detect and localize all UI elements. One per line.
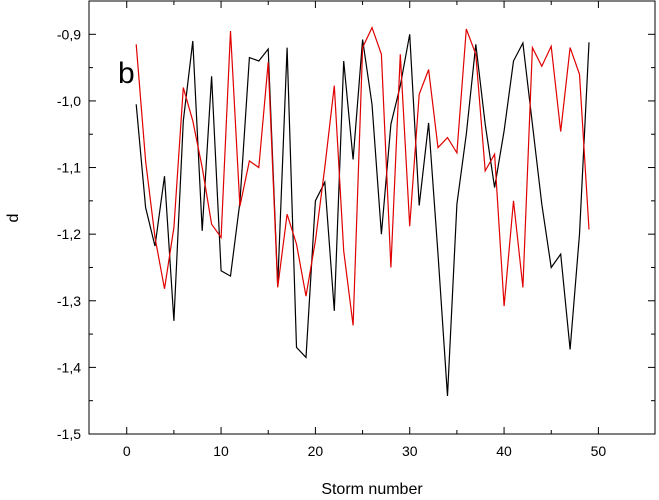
x-tick-label: 10 — [213, 443, 229, 459]
axis-ticks — [89, 0, 655, 435]
y-tick-label: -1,1 — [57, 160, 81, 176]
y-tick-label: -1,2 — [57, 226, 81, 242]
x-tick-label: 40 — [496, 443, 512, 459]
axis-tick-labels: 0 10 20 30 40 50 -1,5 -1,4 -1,3 -1,2 -1,1 -1,0 -0,9 — [57, 26, 607, 459]
y-axis-title: d — [5, 214, 22, 223]
plot-frame — [88, 0, 656, 435]
panel-label: b — [118, 57, 135, 90]
y-tick-label: -1,3 — [57, 293, 81, 309]
x-axis-title: Storm number — [321, 481, 423, 498]
x-tick-label: 20 — [308, 443, 324, 459]
red-series-line — [135, 26, 590, 326]
y-tick-label: -1,5 — [57, 426, 81, 442]
x-tick-label: 50 — [591, 443, 607, 459]
black-series-line — [135, 34, 590, 397]
y-tick-label: -1,4 — [57, 359, 81, 375]
x-tick-label: 0 — [123, 443, 131, 459]
y-tick-label: -1,0 — [57, 93, 81, 109]
y-tick-label: -0,9 — [57, 26, 81, 42]
data-series — [135, 26, 590, 397]
x-tick-label: 30 — [402, 443, 418, 459]
